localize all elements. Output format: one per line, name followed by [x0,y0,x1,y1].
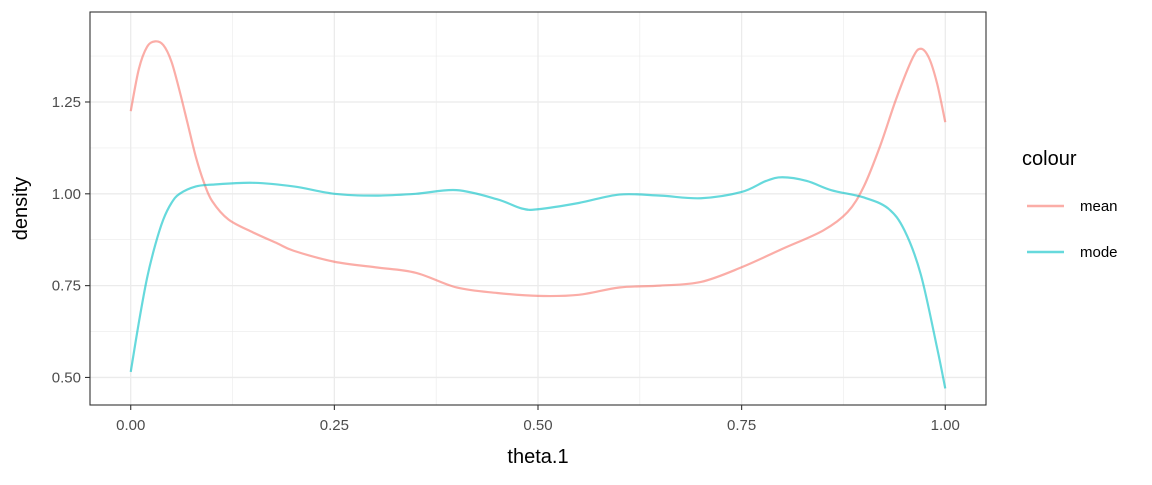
y-tick-label: 1.00 [52,186,81,203]
x-tick-label: 0.75 [727,417,756,434]
x-axis-title: theta.1 [507,446,568,468]
legend-item-mode: mode [1027,244,1118,261]
y-tick-label: 0.50 [52,369,81,386]
legend-label-mode: mode [1080,244,1118,261]
x-tick-label: 0.25 [320,417,349,434]
x-axis: 0.00 0.25 0.50 0.75 1.00 [116,405,960,434]
legend: colour mean mode [1022,148,1118,261]
x-tick-label: 1.00 [931,417,960,434]
legend-label-mean: mean [1080,198,1118,215]
y-axis-title: density [10,177,32,240]
x-tick-label: 0.00 [116,417,145,434]
series-line-mode [129,176,947,389]
series-lines [129,40,947,389]
x-tick-label: 0.50 [523,417,552,434]
legend-item-mean: mean [1027,198,1118,215]
series-line-mean [129,40,947,298]
legend-title: colour [1022,148,1077,170]
y-tick-label: 1.25 [52,94,81,111]
y-tick-label: 0.75 [52,278,81,295]
y-axis: 0.50 0.75 1.00 1.25 [52,94,90,386]
